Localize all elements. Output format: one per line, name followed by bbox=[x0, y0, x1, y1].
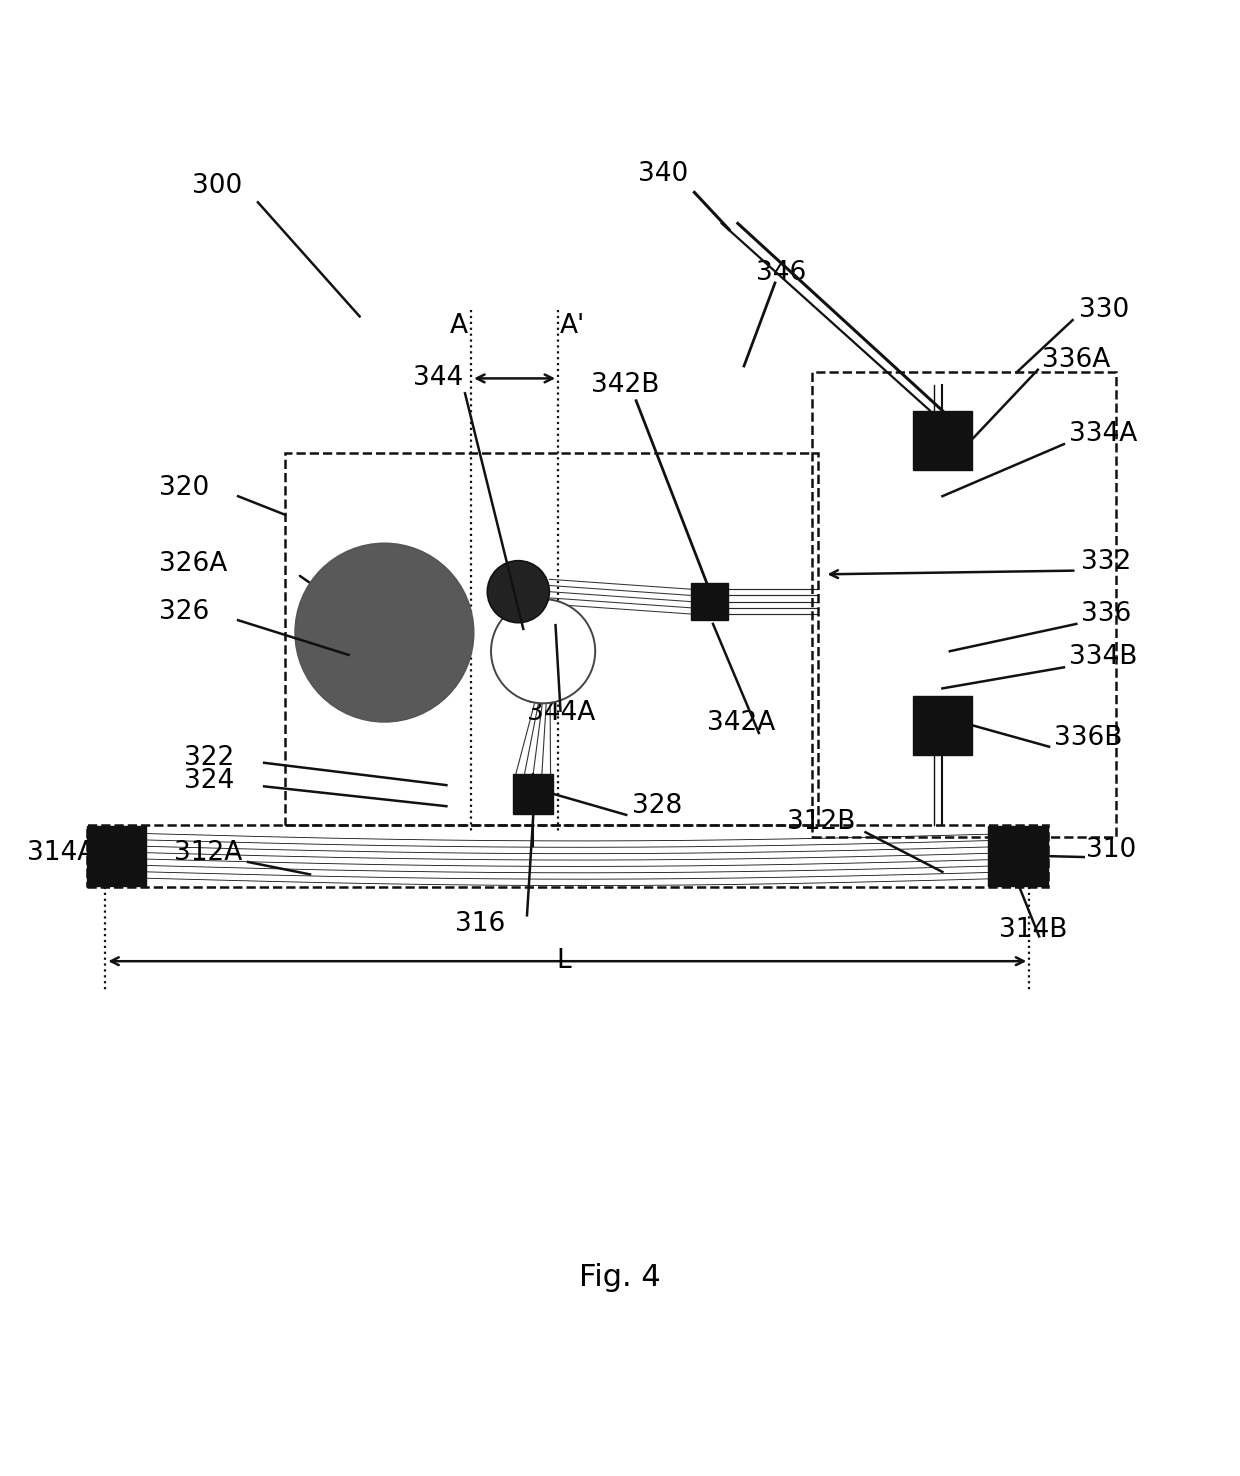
Circle shape bbox=[350, 598, 419, 667]
Text: 336B: 336B bbox=[1054, 725, 1122, 751]
Circle shape bbox=[311, 559, 458, 706]
Circle shape bbox=[347, 596, 422, 670]
Circle shape bbox=[298, 546, 471, 719]
Text: 312A: 312A bbox=[174, 840, 242, 866]
Circle shape bbox=[326, 574, 443, 691]
Text: A: A bbox=[450, 313, 467, 339]
Circle shape bbox=[340, 587, 429, 677]
Circle shape bbox=[352, 601, 417, 664]
Text: 312B: 312B bbox=[787, 809, 856, 835]
Text: L: L bbox=[557, 948, 572, 974]
Text: 332: 332 bbox=[1081, 549, 1132, 576]
Circle shape bbox=[335, 583, 434, 682]
Text: 326A: 326A bbox=[159, 552, 227, 577]
Bar bbox=[913, 410, 972, 471]
Text: 336: 336 bbox=[1081, 601, 1132, 627]
Text: 326: 326 bbox=[159, 599, 210, 624]
Circle shape bbox=[491, 599, 595, 703]
Circle shape bbox=[368, 617, 401, 648]
Circle shape bbox=[337, 584, 432, 680]
Circle shape bbox=[305, 554, 464, 711]
Bar bbox=[513, 773, 553, 813]
Circle shape bbox=[366, 614, 403, 651]
Circle shape bbox=[324, 573, 445, 694]
Circle shape bbox=[316, 564, 453, 701]
Circle shape bbox=[356, 604, 413, 661]
Circle shape bbox=[358, 607, 410, 660]
Circle shape bbox=[314, 562, 455, 704]
Text: 330: 330 bbox=[1079, 297, 1130, 323]
Circle shape bbox=[319, 567, 450, 698]
Circle shape bbox=[345, 593, 424, 672]
Text: 336A: 336A bbox=[1042, 347, 1110, 373]
Text: 320: 320 bbox=[159, 474, 210, 500]
Circle shape bbox=[309, 556, 460, 708]
Bar bbox=[87, 825, 1048, 887]
Text: 340: 340 bbox=[639, 161, 688, 187]
Circle shape bbox=[300, 549, 469, 717]
Bar bbox=[691, 583, 728, 620]
Circle shape bbox=[321, 570, 448, 695]
Text: 314B: 314B bbox=[999, 917, 1068, 943]
Circle shape bbox=[487, 561, 549, 623]
Text: 334A: 334A bbox=[1069, 421, 1137, 447]
Text: 346: 346 bbox=[756, 260, 807, 286]
Text: 328: 328 bbox=[632, 793, 683, 819]
Text: 322: 322 bbox=[184, 745, 234, 770]
Text: 344A: 344A bbox=[527, 700, 595, 726]
Circle shape bbox=[295, 543, 474, 722]
Circle shape bbox=[303, 551, 466, 714]
Text: 342A: 342A bbox=[707, 710, 775, 737]
Text: 334B: 334B bbox=[1069, 645, 1137, 670]
Text: 324: 324 bbox=[184, 769, 234, 794]
Bar bbox=[812, 372, 1116, 837]
Circle shape bbox=[332, 580, 436, 685]
Text: Fig. 4: Fig. 4 bbox=[579, 1263, 661, 1292]
Text: 342B: 342B bbox=[591, 372, 660, 397]
Text: 316: 316 bbox=[455, 911, 505, 937]
Circle shape bbox=[342, 590, 427, 675]
Text: A': A' bbox=[560, 313, 585, 339]
Text: 310: 310 bbox=[1086, 837, 1137, 862]
Circle shape bbox=[371, 620, 398, 646]
Text: 314A: 314A bbox=[27, 840, 95, 866]
Text: 300: 300 bbox=[192, 173, 243, 199]
Bar bbox=[285, 453, 818, 825]
Bar bbox=[988, 827, 1048, 886]
Circle shape bbox=[329, 577, 440, 688]
Bar bbox=[87, 827, 146, 886]
Bar bbox=[913, 695, 972, 756]
Circle shape bbox=[361, 608, 408, 657]
Text: 344: 344 bbox=[413, 366, 463, 391]
Circle shape bbox=[363, 611, 405, 654]
